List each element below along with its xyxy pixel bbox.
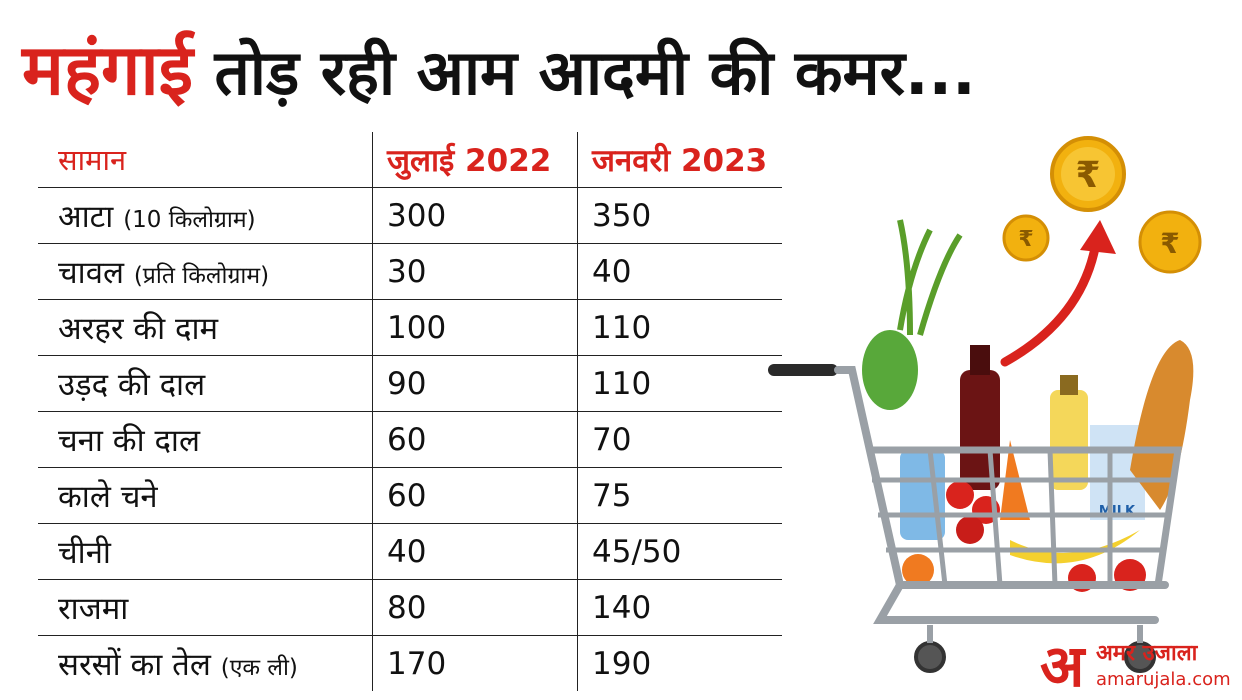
item-cell: काले चने: [38, 467, 373, 524]
headline-highlight: महंगाई: [22, 29, 193, 111]
item-name: उड़द की दाल: [58, 366, 206, 403]
item-cell: आटा (10 किलोग्राम): [38, 187, 373, 244]
price-july-2022: 170: [372, 635, 578, 691]
price-july-2022: 100: [372, 299, 578, 356]
item-name: अरहर की दाम: [58, 310, 219, 347]
table-header-row: सामान जुलाई 2022 जनवरी 2023: [38, 132, 782, 188]
groceries-icon: MILK: [862, 219, 1194, 592]
price-july-2022: 300: [372, 187, 578, 244]
column-header-january-2023: जनवरी 2023: [577, 132, 782, 188]
grocery-cart-illustration: ₹ ₹ ₹ MILK: [768, 136, 1202, 673]
up-arrow-icon: [1000, 220, 1116, 367]
table-row: चना की दाल 60 70: [38, 411, 782, 468]
shopping-cart-icon: [768, 364, 1183, 673]
rupee-coin-icon: ₹: [1138, 210, 1202, 274]
table-row: चीनी 40 45/50: [38, 523, 782, 580]
price-july-2022: 30: [372, 243, 578, 300]
rupee-coin-icon: ₹: [1050, 136, 1126, 212]
item-unit: (प्रति किलोग्राम): [133, 262, 270, 289]
item-name: चीनी: [58, 534, 111, 571]
item-unit: (10 किलोग्राम): [123, 206, 256, 233]
item-cell: सरसों का तेल (एक ली): [38, 636, 373, 692]
item-cell: चीनी: [38, 523, 373, 580]
table-row: अरहर की दाम 100 110: [38, 299, 782, 356]
price-january-2023: 40: [577, 243, 782, 300]
price-january-2023: 75: [577, 467, 782, 524]
item-cell: राजमा: [38, 579, 373, 636]
price-july-2022: 40: [372, 523, 578, 580]
coin-symbol-small: ₹: [1018, 227, 1033, 252]
logo-site: amarujala.com: [1096, 669, 1231, 690]
coin-symbol-medium: ₹: [1160, 227, 1179, 260]
item-unit: (एक ली): [220, 654, 298, 681]
item-cell: अरहर की दाम: [38, 299, 373, 356]
headline-rest: तोड़ रही आम आदमी की कमर...: [214, 36, 976, 109]
item-cell: चावल (प्रति किलोग्राम): [38, 243, 373, 300]
item-name: चावल: [58, 254, 124, 291]
price-july-2022: 60: [372, 411, 578, 468]
table-row: चावल (प्रति किलोग्राम) 30 40: [38, 243, 782, 300]
price-july-2022: 60: [372, 467, 578, 524]
price-january-2023: 45/50: [577, 523, 782, 580]
price-january-2023: 110: [577, 299, 782, 356]
column-header-july-2022: जुलाई 2022: [372, 132, 578, 188]
table-row: उड़द की दाल 90 110: [38, 355, 782, 412]
item-name: सरसों का तेल: [58, 646, 211, 683]
table-row: आटा (10 किलोग्राम) 300 350: [38, 187, 782, 244]
table-row: सरसों का तेल (एक ली) 170 190: [38, 635, 782, 692]
logo-mark: अ: [1040, 632, 1085, 700]
price-january-2023: 190: [577, 635, 782, 691]
item-name: आटा: [58, 198, 114, 235]
logo-name: अमर उजाला: [1096, 641, 1198, 666]
table-row: राजमा 80 140: [38, 579, 782, 636]
item-name: राजमा: [58, 590, 129, 627]
price-january-2023: 140: [577, 579, 782, 636]
price-january-2023: 110: [577, 355, 782, 412]
item-cell: उड़द की दाल: [38, 355, 373, 412]
price-january-2023: 350: [577, 187, 782, 244]
item-name: काले चने: [58, 478, 158, 515]
price-july-2022: 90: [372, 355, 578, 412]
amar-ujala-logo: अ अमर उजाला amarujala.com: [1040, 632, 1240, 700]
coin-symbol-large: ₹: [1075, 155, 1100, 196]
price-table: सामान जुलाई 2022 जनवरी 2023 आटा (10 किलो…: [38, 132, 782, 691]
price-july-2022: 80: [372, 579, 578, 636]
item-cell: चना की दाल: [38, 411, 373, 468]
column-header-item: सामान: [38, 132, 373, 188]
price-january-2023: 70: [577, 411, 782, 468]
table-row: काले चने 60 75: [38, 467, 782, 524]
headline: महंगाई तोड़ रही आम आदमी की कमर...: [22, 20, 1222, 120]
item-name: चना की दाल: [58, 422, 200, 459]
rupee-coin-icon: ₹: [1002, 214, 1050, 262]
